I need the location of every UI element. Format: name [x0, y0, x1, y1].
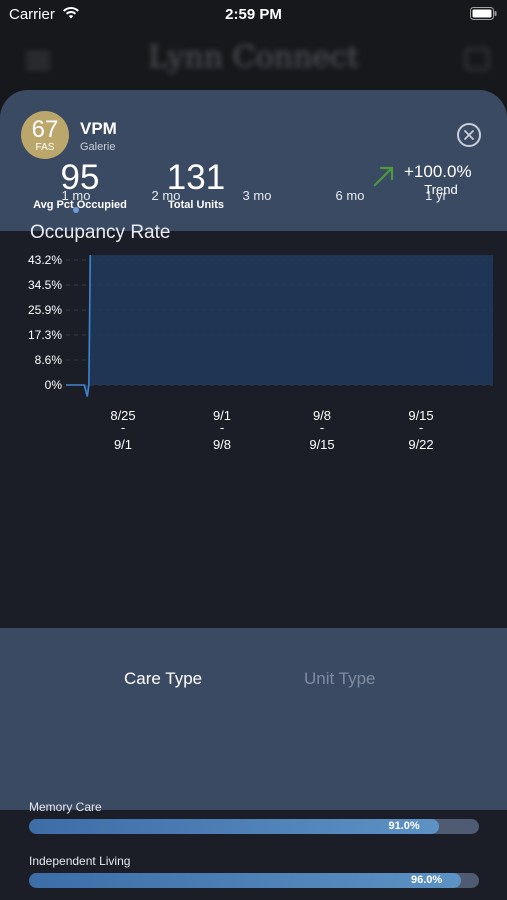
x-tick-label: 8/25 — [110, 408, 135, 423]
x-tick-label: 9/8 — [313, 408, 331, 423]
community-subtitle: Galerie — [80, 141, 116, 153]
avg-occupied-value: 95 — [60, 158, 100, 197]
y-tick-label: 8.6% — [35, 353, 63, 367]
tab-care-type[interactable]: Care Type — [124, 669, 203, 688]
trend-value: +100.0% — [404, 162, 472, 181]
bar-fill — [29, 819, 439, 834]
trend-label: Trend — [424, 182, 458, 197]
community-name: VPM — [80, 119, 117, 138]
bar-value: 96.0% — [411, 874, 443, 886]
fas-label: FAS — [35, 142, 55, 153]
trend-up-arrow-icon — [373, 166, 394, 187]
bar-label-memory-care: Memory Care — [29, 800, 102, 814]
tab-2-month[interactable]: 2 mo — [136, 188, 196, 203]
tab-label: 2 mo — [151, 188, 181, 203]
bar-track-memory-care[interactable]: 91.0% — [29, 819, 479, 834]
occupancy-area — [66, 255, 493, 397]
status-bar: Carrier 2:59 PM — [0, 0, 507, 30]
tab-label: 6 mo — [335, 188, 365, 203]
x-tick-label: 9/8 — [213, 437, 231, 452]
tab-label: 1 mo — [61, 188, 91, 203]
breakdown-panel: Care Type Unit Type Memory Care 91.0% In… — [0, 628, 507, 888]
grid-icon — [465, 48, 489, 70]
wifi-icon — [63, 7, 79, 19]
bar-value: 91.0% — [388, 820, 420, 832]
y-tick-label: 25.9% — [28, 303, 62, 317]
x-tick-label: - — [419, 420, 423, 435]
carrier-label: Carrier — [9, 6, 55, 23]
status-time: 2:59 PM — [225, 6, 282, 23]
y-tick-label: 43.2% — [28, 255, 62, 267]
x-tick-label: 9/15 — [309, 437, 334, 452]
y-tick-label: 17.3% — [28, 328, 62, 342]
y-tick-label: 34.5% — [28, 278, 62, 292]
bar-label-independent-living: Independent Living — [29, 854, 131, 868]
tab-label: 3 mo — [242, 188, 272, 203]
close-icon — [464, 130, 474, 140]
bar-fill — [29, 873, 461, 888]
x-tick-label: 9/15 — [408, 408, 433, 423]
occupancy-chart: 95%86.4%77.7%69.1%60.5%51.8%43.2%34.5%25… — [0, 255, 507, 625]
total-units-label: Total Units — [167, 199, 224, 211]
fas-value: 67 — [31, 116, 59, 143]
menu-icon — [26, 52, 50, 69]
tab-1-month[interactable]: 1 mo — [46, 188, 106, 213]
x-tick-label: - — [121, 420, 125, 435]
fas-badge: 67 FAS — [21, 111, 69, 159]
x-tick-label: - — [320, 420, 324, 435]
total-units-value: 131 — [166, 158, 226, 197]
app-logo: Lynn Connect — [148, 40, 359, 75]
battery-icon — [470, 7, 497, 20]
active-tab-indicator — [73, 207, 79, 213]
x-tick-label: - — [220, 420, 224, 435]
tab-unit-type[interactable]: Unit Type — [304, 669, 376, 688]
range-tabs: 1 mo 2 mo 3 mo 6 mo 1 yr — [0, 188, 507, 218]
bar-track-independent-living[interactable]: 96.0% — [29, 873, 479, 888]
tab-6-month[interactable]: 6 mo — [320, 188, 380, 203]
tab-label: 1 yr — [425, 188, 447, 203]
tab-1-year[interactable]: 1 yr — [406, 188, 466, 203]
x-tick-label: 9/1 — [114, 437, 132, 452]
chart-title: Occupancy Rate — [30, 222, 171, 243]
sheet-header: 67 FAS VPM Galerie 1 mo 2 mo 3 mo 6 mo — [0, 90, 507, 231]
x-tick-label: 9/22 — [408, 437, 433, 452]
close-button[interactable] — [457, 123, 481, 147]
tab-3-month[interactable]: 3 mo — [227, 188, 287, 203]
occupancy-line — [66, 255, 92, 397]
y-tick-label: 0% — [45, 378, 63, 392]
x-tick-label: 9/1 — [213, 408, 231, 423]
background-app-header: Lynn Connect — [0, 30, 507, 90]
avg-occupied-label: Avg Pct Occupied — [33, 199, 127, 211]
